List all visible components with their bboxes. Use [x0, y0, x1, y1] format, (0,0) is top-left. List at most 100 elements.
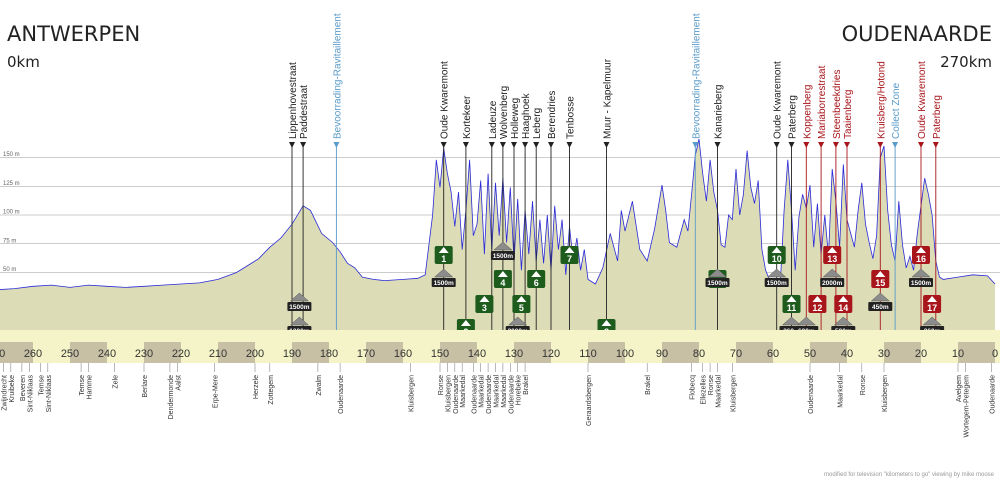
cobble-badge: 1500m: [705, 268, 730, 287]
climb-number: 17: [927, 303, 937, 313]
cobble-length-box: [820, 278, 845, 287]
climb-badge-box: [493, 270, 512, 288]
cobble-icon: [870, 292, 890, 302]
cobble-icon: [289, 292, 310, 302]
marker-label: Oude Kwaremont: [917, 61, 928, 139]
town-labels: AntwerpenZwijndrechtKruibekeBeverenSint-…: [1, 363, 996, 438]
marker-label: Tenbosse: [566, 96, 577, 139]
town-label: Sint-Niklaas: [46, 375, 53, 413]
end-km: 270km: [940, 53, 992, 71]
climb-badge: 5: [512, 295, 531, 313]
cobble-length: 1500m: [911, 280, 931, 287]
cobble-length: 1500m: [707, 280, 727, 287]
km-tick-label: 10: [952, 348, 964, 360]
km-strip-band: [588, 342, 625, 363]
town-label: Zottegem: [268, 375, 275, 405]
climb-number: 5: [519, 303, 524, 313]
town-label: Ronse: [708, 375, 715, 395]
marker-label: Ladeuze: [488, 100, 499, 139]
marker-tip: [773, 142, 780, 148]
mountain-icon: [838, 296, 849, 302]
climb-number: 1: [441, 254, 446, 264]
km-tick-label: 0: [992, 348, 998, 360]
climb-badge: 4: [493, 270, 512, 288]
climb-number: 15: [875, 278, 885, 288]
marker-tip: [788, 142, 795, 148]
climb-badge: 15: [871, 270, 890, 288]
km-tick-label: 170: [357, 348, 375, 360]
cobble-length-box: [764, 278, 789, 287]
town-label: Horebeke: [516, 375, 523, 405]
km-tick-label: 270: [0, 348, 5, 360]
climb-badge-box: [782, 295, 801, 313]
km-strip-band: [366, 342, 403, 363]
km-strip-band: [958, 342, 995, 363]
town-label: Herzele: [253, 375, 260, 399]
cobble-length-box: [868, 302, 893, 311]
cobble-length: 1500m: [493, 253, 513, 260]
km-strip-band: [440, 342, 477, 363]
climb-badge: 13: [823, 246, 842, 264]
climb-number: 7: [567, 254, 572, 264]
mountain-icon: [771, 247, 782, 253]
marker-label: Paddestraat: [299, 85, 310, 139]
town-label: Berlare: [142, 375, 149, 398]
km-tick-label: 260: [24, 348, 42, 360]
cobble-badge: 1500m: [764, 268, 789, 287]
km-tick-label: 230: [135, 348, 153, 360]
mountain-icon: [927, 296, 938, 302]
mountain-icon: [875, 271, 886, 277]
marker-tip: [844, 142, 850, 148]
km-strip-band: [292, 342, 329, 363]
cobble-badge: 1500m: [287, 292, 312, 311]
cobble-icon: [493, 241, 513, 251]
marker-label: Kanarieberg: [714, 85, 725, 139]
town-label: Maarkedal: [460, 375, 467, 408]
km-strip: 2702602502402302202102001901801701601501…: [0, 330, 1000, 363]
cobble-length-box: [431, 278, 456, 287]
cobble-icon: [781, 316, 802, 326]
y-tick-label: 100 m: [3, 210, 20, 216]
town-label: Wortegem-Petegem: [963, 375, 970, 438]
km-tick-label: 50: [804, 348, 816, 360]
town-label: Oudenaarde: [989, 375, 996, 414]
km-strip-band: [514, 342, 551, 363]
cobble-badge: 1500m: [490, 241, 515, 260]
km-tick-label: 110: [579, 348, 597, 360]
marker-label: Collect Zone: [891, 82, 902, 139]
cobble-length: 2000m: [822, 280, 842, 287]
climb-number: 6: [534, 278, 539, 288]
km-tick-label: 40: [841, 348, 853, 360]
town-label: Zwijndrecht: [1, 375, 8, 411]
climb-badge: 7: [560, 246, 579, 264]
town-label: Kluisbergen: [882, 375, 889, 412]
town-label: Oudenaarde: [486, 375, 493, 414]
town-label: Geraardsbergen: [586, 375, 593, 426]
marker-label: Oude Kwaremont: [773, 61, 784, 139]
cobble-icon: [767, 268, 787, 278]
km-tick-label: 70: [730, 348, 742, 360]
cobble-length-box: [705, 278, 730, 287]
y-tick-label: 75 m: [3, 238, 16, 244]
marker-tip: [522, 142, 529, 148]
marker-label: Holleweg: [510, 98, 521, 139]
y-tick-label: 50 m: [3, 267, 16, 273]
marker-tip: [803, 142, 810, 148]
cobble-icon: [833, 316, 853, 326]
cobble-length: 1500m: [289, 304, 309, 311]
marker-label: Berendries: [547, 91, 558, 139]
mountain-icon: [516, 296, 527, 302]
town-label: Maarkedal: [501, 375, 508, 408]
cobble-icon: [434, 268, 454, 278]
town-label: Maarkedal: [716, 375, 723, 408]
start-km: 0km: [7, 53, 40, 71]
mountain-icon: [531, 271, 542, 277]
marker-label: Leberg: [532, 108, 543, 139]
marker-tip: [462, 142, 469, 148]
km-tick-label: 30: [878, 348, 890, 360]
climb-number: 10: [772, 254, 782, 264]
climb-badge-box: [767, 246, 786, 264]
terrain-fill: [0, 139, 995, 330]
marker-label: Koppenberg: [802, 85, 813, 140]
cobble-badge: 1500m: [909, 268, 933, 287]
